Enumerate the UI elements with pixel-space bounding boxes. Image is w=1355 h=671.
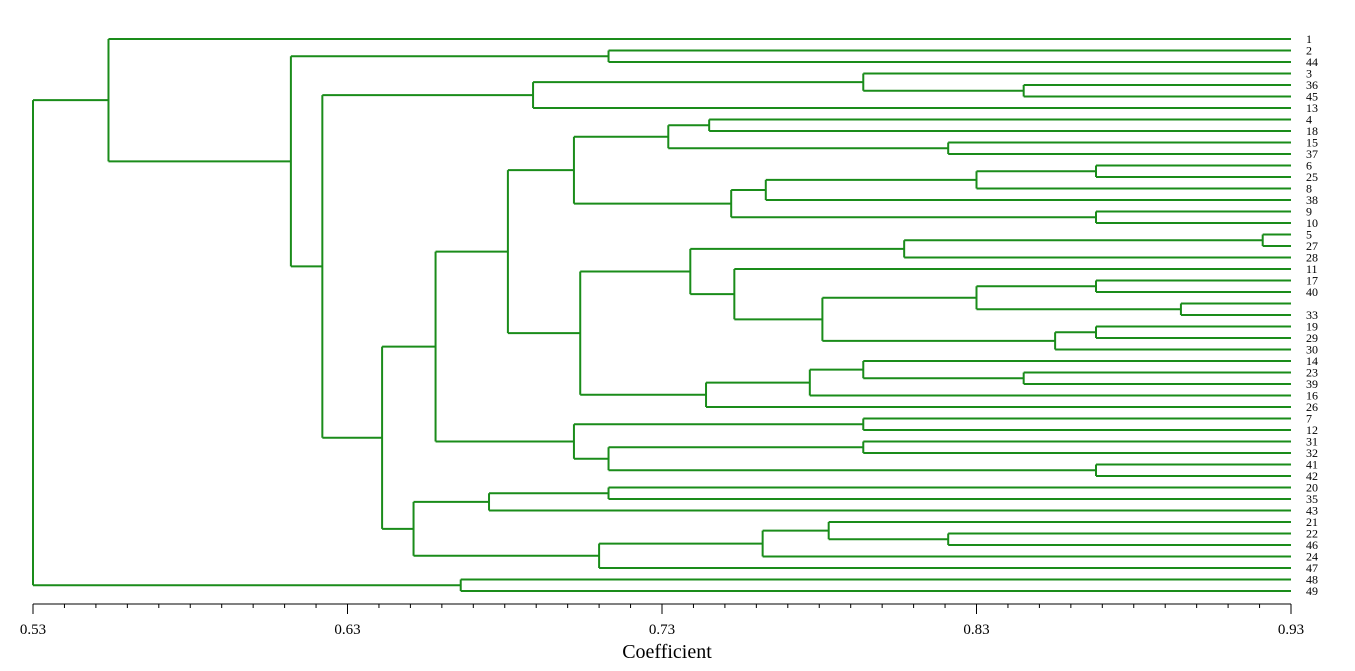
leaf-label: 13 bbox=[1306, 101, 1318, 115]
leaf-label: 8 bbox=[1306, 182, 1312, 196]
leaf-label: 33 bbox=[1306, 308, 1318, 322]
leaf-label: 10 bbox=[1306, 216, 1318, 230]
leaf-label: 24 bbox=[1306, 550, 1318, 564]
leaf-label: 9 bbox=[1306, 205, 1312, 219]
x-tick-label: 0.73 bbox=[649, 622, 675, 638]
leaf-label: 43 bbox=[1306, 504, 1318, 518]
leaf-label: 27 bbox=[1306, 239, 1318, 253]
leaf-label: 35 bbox=[1306, 492, 1318, 506]
leaf-label: 16 bbox=[1306, 389, 1318, 403]
leaf-label: 39 bbox=[1306, 377, 1318, 391]
leaf-label: 18 bbox=[1306, 124, 1318, 138]
leaf-label: 1 bbox=[1306, 32, 1312, 46]
leaf-label: 3 bbox=[1306, 67, 1312, 81]
leaf-label: 20 bbox=[1306, 481, 1318, 495]
x-tick-label: 0.83 bbox=[963, 622, 989, 638]
leaf-label: 47 bbox=[1306, 561, 1318, 575]
leaf-label: 5 bbox=[1306, 228, 1312, 242]
leaf-label: 26 bbox=[1306, 400, 1318, 414]
leaf-label: 30 bbox=[1306, 343, 1318, 357]
x-axis: 0.53 0.63 0.73 0.83 0.93 bbox=[20, 603, 1304, 638]
leaf-label: 23 bbox=[1306, 366, 1318, 380]
leaf-label: 49 bbox=[1306, 584, 1318, 598]
x-tick-label: 0.93 bbox=[1278, 622, 1304, 638]
leaf-label: 11 bbox=[1306, 262, 1318, 276]
leaf-label: 15 bbox=[1306, 136, 1318, 150]
leaf-label: 40 bbox=[1306, 285, 1318, 299]
leaf-label: 2 bbox=[1306, 44, 1312, 58]
leaf-label: 22 bbox=[1306, 527, 1318, 541]
leaf-label: 12 bbox=[1306, 423, 1318, 437]
leaf-label: 37 bbox=[1306, 147, 1318, 161]
x-axis-title: Coefficient bbox=[622, 641, 712, 663]
leaf-label: 45 bbox=[1306, 90, 1318, 104]
leaf-label: 19 bbox=[1306, 320, 1318, 334]
leaf-label: 7 bbox=[1306, 412, 1312, 426]
x-tick-label: 0.63 bbox=[334, 622, 360, 638]
leaf-label: 31 bbox=[1306, 435, 1318, 449]
leaf-label: 48 bbox=[1306, 573, 1318, 587]
leaf-label: 46 bbox=[1306, 538, 1318, 552]
leaf-label: 38 bbox=[1306, 193, 1318, 207]
leaf-label: 17 bbox=[1306, 274, 1318, 288]
leaf-label: 32 bbox=[1306, 446, 1318, 460]
leaf-label: 36 bbox=[1306, 78, 1318, 92]
leaf-label: 44 bbox=[1306, 55, 1318, 69]
leaf-label: 4 bbox=[1306, 113, 1312, 127]
leaf-label: 14 bbox=[1306, 354, 1318, 368]
leaf-label: 28 bbox=[1306, 251, 1318, 265]
leaf-label: 42 bbox=[1306, 469, 1318, 483]
leaf-label: 29 bbox=[1306, 331, 1318, 345]
leaf-label: 25 bbox=[1306, 170, 1318, 184]
x-tick-label: 0.53 bbox=[20, 622, 46, 638]
leaf-label: 21 bbox=[1306, 515, 1318, 529]
leaf-label: 6 bbox=[1306, 159, 1312, 173]
dendrogram-branches bbox=[32, 38, 1291, 592]
leaf-label: 41 bbox=[1306, 458, 1318, 472]
leaf-labels: 1244336451341815376258389105272811174033… bbox=[1306, 32, 1318, 598]
